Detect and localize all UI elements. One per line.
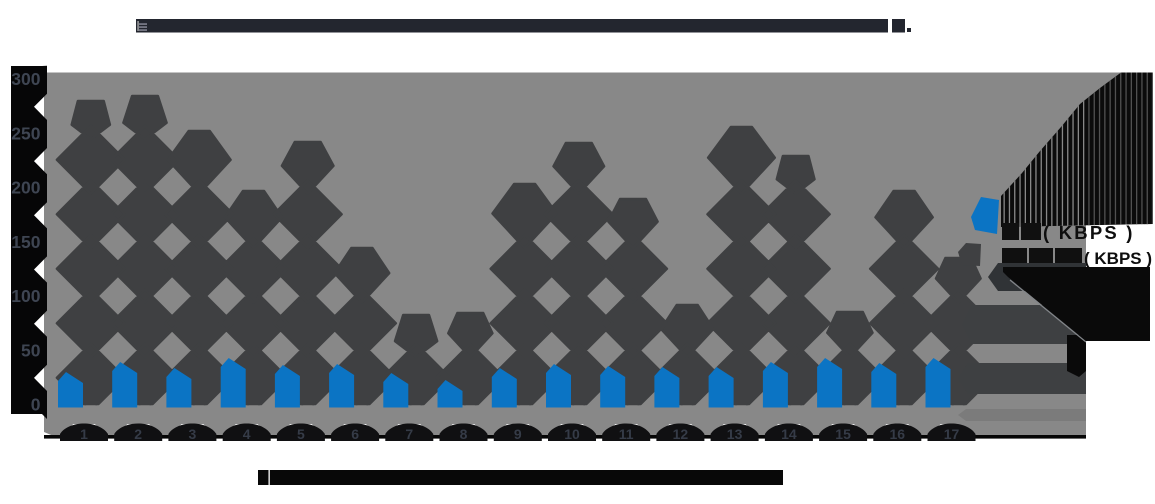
svg-text:50: 50 [21,340,41,360]
svg-text:200: 200 [11,178,40,198]
svg-text:0: 0 [31,395,41,415]
svg-text:250: 250 [11,124,40,144]
svg-text:2: 2 [134,426,142,442]
svg-text:150: 150 [11,232,40,252]
svg-text:10: 10 [564,426,580,442]
svg-text:3: 3 [189,426,197,442]
svg-text:14: 14 [781,426,797,442]
svg-text:( KBPS ): ( KBPS ) [1084,249,1152,268]
svg-text:( KBPS ): ( KBPS ) [1043,222,1135,243]
svg-text:4: 4 [243,426,251,442]
svg-text:1: 1 [80,426,88,442]
svg-text:13: 13 [727,426,743,442]
svg-text:100: 100 [11,286,40,306]
svg-text:5: 5 [297,426,305,442]
svg-text:9: 9 [514,426,522,442]
svg-text:11: 11 [619,426,634,442]
svg-text:300: 300 [11,69,40,89]
svg-text:7: 7 [405,426,413,442]
svg-text:12: 12 [673,426,689,442]
svg-text:6: 6 [351,426,359,442]
svg-text:17: 17 [944,426,960,442]
svg-text:8: 8 [460,426,468,442]
svg-text:15: 15 [835,426,851,442]
svg-text:16: 16 [890,426,906,442]
